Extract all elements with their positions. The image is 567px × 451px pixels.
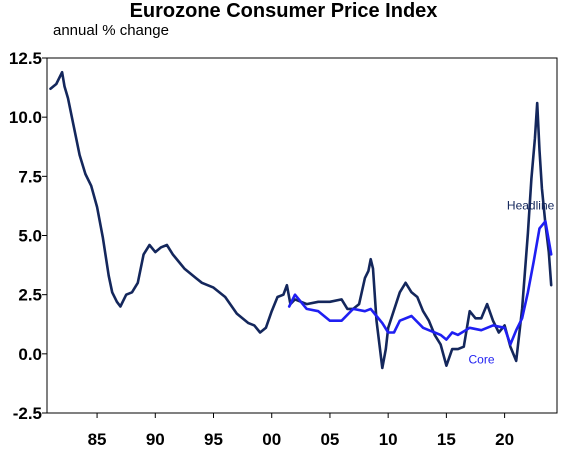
chart-title: Eurozone Consumer Price Index <box>129 0 438 22</box>
series-label-core: Core <box>469 352 495 366</box>
y-tick-label: 10.0 <box>9 108 42 127</box>
y-tick-label: -2.5 <box>13 404 42 423</box>
series-labels: Headline Core <box>469 198 555 366</box>
y-tick-label: 12.5 <box>9 49 42 68</box>
x-tick-label: 95 <box>204 430 223 449</box>
x-tick-label: 00 <box>262 430 281 449</box>
x-tick-label: 85 <box>88 430 107 449</box>
y-tick-label: 5.0 <box>18 227 42 246</box>
y-tick-label: 7.5 <box>18 167 42 186</box>
series-lines <box>49 70 553 370</box>
chart-subtitle: annual % change <box>53 22 169 39</box>
y-tick-label: 2.5 <box>18 286 42 305</box>
x-tick-label: 15 <box>437 430 456 449</box>
series-line-core <box>287 220 553 346</box>
x-tick-label: 90 <box>146 430 165 449</box>
x-tick-label: 05 <box>320 430 339 449</box>
x-tick-label: 10 <box>379 430 398 449</box>
series-label-headline: Headline <box>507 198 555 212</box>
x-tick-label: 20 <box>495 430 514 449</box>
series-line-headline <box>49 70 553 370</box>
y-tick-label: 0.0 <box>18 345 42 364</box>
y-axis: 12.5 10.0 7.5 5.0 2.5 0.0 -2.5 <box>9 49 47 423</box>
x-axis: 85 90 95 00 05 10 15 20 <box>88 413 514 449</box>
